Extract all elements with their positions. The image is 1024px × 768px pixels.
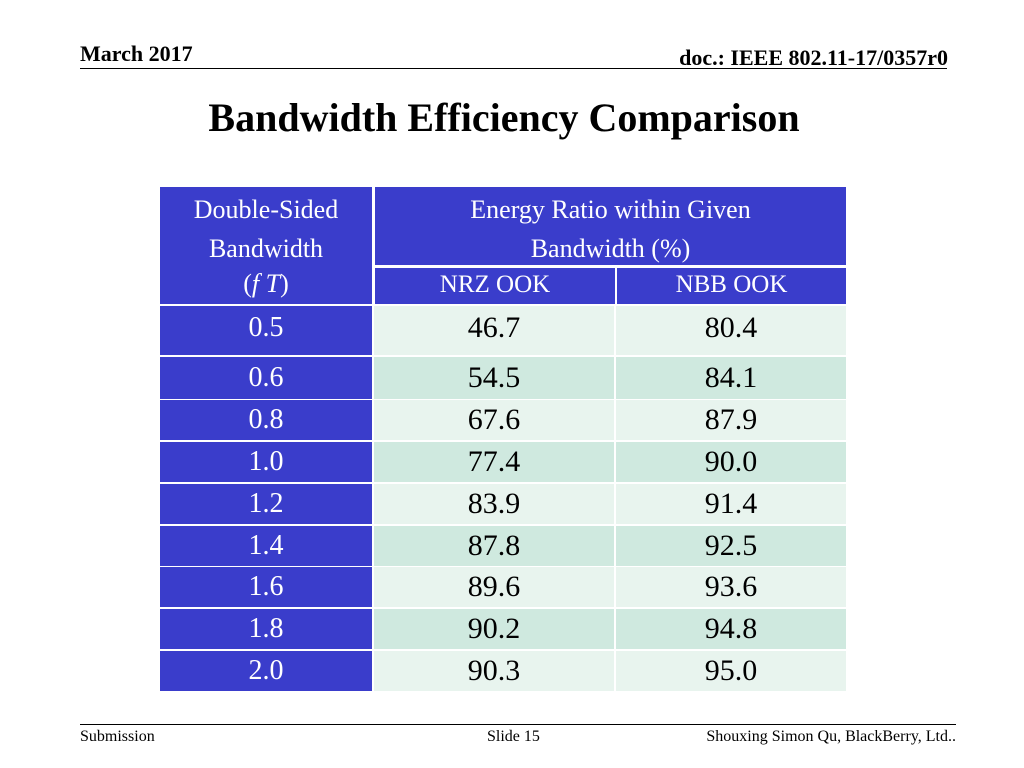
cell-bandwidth: 1.4 bbox=[160, 526, 372, 566]
footer-submission: Submission bbox=[80, 728, 155, 745]
cell-bandwidth: 0.6 bbox=[160, 357, 372, 399]
col-header-bandwidth-line1: Double-Sided bbox=[193, 195, 339, 224]
subheader-nrz-ook: NRZ OOK bbox=[375, 268, 615, 304]
cell-nbb-ook: 87.9 bbox=[616, 400, 846, 440]
cell-nrz-ook: 67.6 bbox=[374, 400, 614, 440]
subheader-nbb-ook: NBB OOK bbox=[617, 268, 846, 304]
col-header-bandwidth: Double-Sided Bandwidth (f T) bbox=[160, 187, 372, 304]
footer-slide-number: Slide 15 bbox=[487, 728, 540, 745]
cell-bandwidth: 2.0 bbox=[160, 651, 372, 691]
cell-nrz-ook: 46.7 bbox=[374, 306, 614, 355]
cell-bandwidth: 1.6 bbox=[160, 567, 372, 607]
col-header-bandwidth-line2: Bandwidth bbox=[208, 234, 324, 263]
bandwidth-table: Double-Sided Bandwidth (f T) Energy Rati… bbox=[160, 187, 846, 691]
cell-nrz-ook: 83.9 bbox=[374, 484, 614, 524]
cell-nrz-ook: 87.8 bbox=[374, 526, 614, 566]
group-header-line1: Energy Ratio within Given bbox=[470, 195, 751, 224]
cell-nbb-ook: 91.4 bbox=[616, 484, 846, 524]
footer-author: Shouxing Simon Qu, BlackBerry, Ltd.. bbox=[706, 728, 956, 745]
header-divider bbox=[80, 68, 947, 69]
cell-nbb-ook: 90.0 bbox=[616, 442, 846, 482]
cell-nrz-ook: 90.2 bbox=[374, 609, 614, 649]
cell-nrz-ook: 54.5 bbox=[374, 357, 614, 399]
cell-nbb-ook: 92.5 bbox=[616, 526, 846, 566]
cell-bandwidth: 1.8 bbox=[160, 609, 372, 649]
cell-nbb-ook: 80.4 bbox=[616, 306, 846, 355]
document-id: doc.: IEEE 802.11-17/0357r0 bbox=[679, 45, 948, 70]
group-header-energy-ratio: Energy Ratio within Given Bandwidth (%) bbox=[375, 187, 846, 265]
cell-nbb-ook: 95.0 bbox=[616, 651, 846, 691]
footer-divider bbox=[80, 724, 956, 725]
cell-nbb-ook: 93.6 bbox=[616, 567, 846, 607]
cell-nrz-ook: 90.3 bbox=[374, 651, 614, 691]
slide-date: March 2017 bbox=[80, 41, 193, 66]
slide-title: Bandwidth Efficiency Comparison bbox=[208, 95, 800, 140]
cell-bandwidth: 0.8 bbox=[160, 400, 372, 440]
col-header-bandwidth-line3: (f T) bbox=[243, 269, 289, 298]
cell-bandwidth: 1.2 bbox=[160, 484, 372, 524]
cell-nbb-ook: 94.8 bbox=[616, 609, 846, 649]
group-header-line2: Bandwidth (%) bbox=[530, 234, 691, 263]
cell-bandwidth: 0.5 bbox=[160, 306, 372, 355]
cell-nrz-ook: 77.4 bbox=[374, 442, 614, 482]
cell-nrz-ook: 89.6 bbox=[374, 567, 614, 607]
cell-nbb-ook: 84.1 bbox=[616, 357, 846, 399]
cell-bandwidth: 1.0 bbox=[160, 442, 372, 482]
